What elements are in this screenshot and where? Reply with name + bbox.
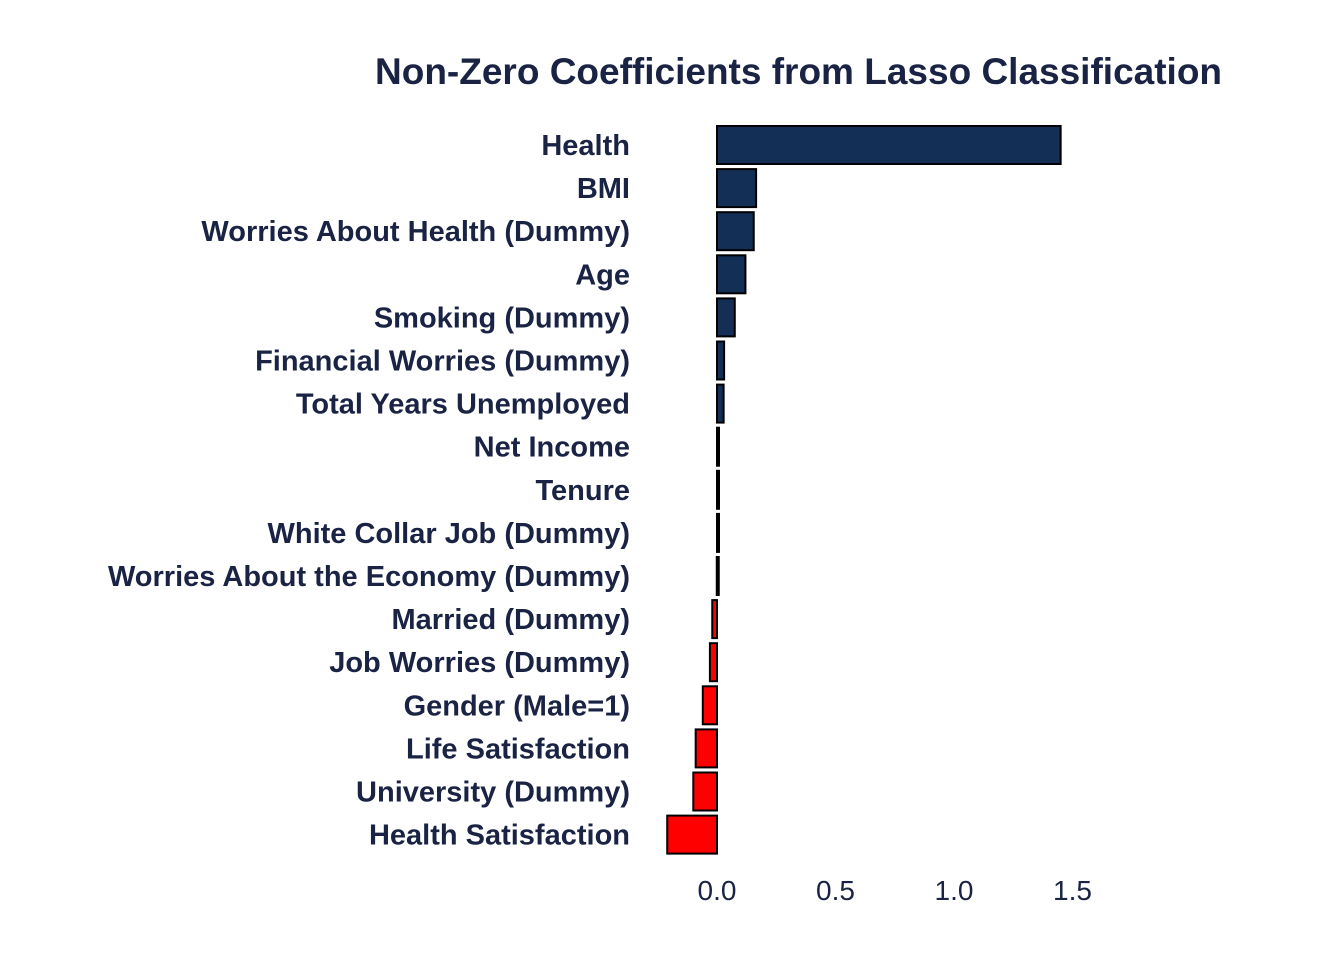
category-label: Net Income: [474, 432, 630, 464]
category-label: Job Worries (Dummy): [329, 647, 630, 679]
bar: [715, 556, 720, 596]
bar: [716, 512, 720, 553]
category-labels: Health BMI Worries About Health (Dummy) Age…: [108, 130, 630, 852]
category-label: University (Dummy): [356, 777, 630, 809]
bar: [692, 771, 718, 812]
bars: [666, 125, 1062, 855]
bar: [716, 340, 726, 381]
x-tick-label: 0.5: [816, 875, 855, 906]
category-label: Age: [575, 259, 630, 291]
bar: [666, 814, 718, 855]
bar: [708, 642, 719, 683]
category-label: Smoking (Dummy): [374, 302, 630, 334]
bar: [694, 728, 718, 769]
bar: [716, 426, 720, 467]
category-label: Tenure: [535, 475, 630, 507]
bar: [716, 125, 1062, 165]
x-tick-label: 1.5: [1053, 875, 1092, 906]
bar: [701, 685, 719, 726]
bar: [716, 168, 758, 209]
category-label: White Collar Job (Dummy): [267, 518, 630, 550]
chart-title: Non-Zero Coefficients from Lasso Classif…: [375, 51, 1222, 92]
category-label: Worries About Health (Dummy): [201, 216, 630, 248]
bar: [716, 469, 720, 510]
category-label: BMI: [577, 173, 630, 205]
category-label: Financial Worries (Dummy): [255, 346, 630, 378]
category-label: Health: [541, 130, 630, 162]
x-tick-label: 1.0: [935, 875, 974, 906]
category-label: Gender (Male=1): [404, 690, 630, 722]
bar: [716, 254, 747, 295]
category-label: Worries About the Economy (Dummy): [108, 561, 630, 593]
bar: [711, 599, 719, 640]
x-axis-ticks: 0.0 0.5 1.0 1.5: [698, 875, 1092, 906]
x-tick-label: 0.0: [698, 875, 737, 906]
category-label: Total Years Unemployed: [296, 389, 630, 421]
bar: [716, 297, 736, 338]
category-label: Married (Dummy): [392, 604, 631, 636]
bar: [716, 383, 725, 424]
category-label: Life Satisfaction: [406, 733, 630, 765]
bar: [716, 211, 755, 252]
category-label: Health Satisfaction: [369, 820, 630, 852]
